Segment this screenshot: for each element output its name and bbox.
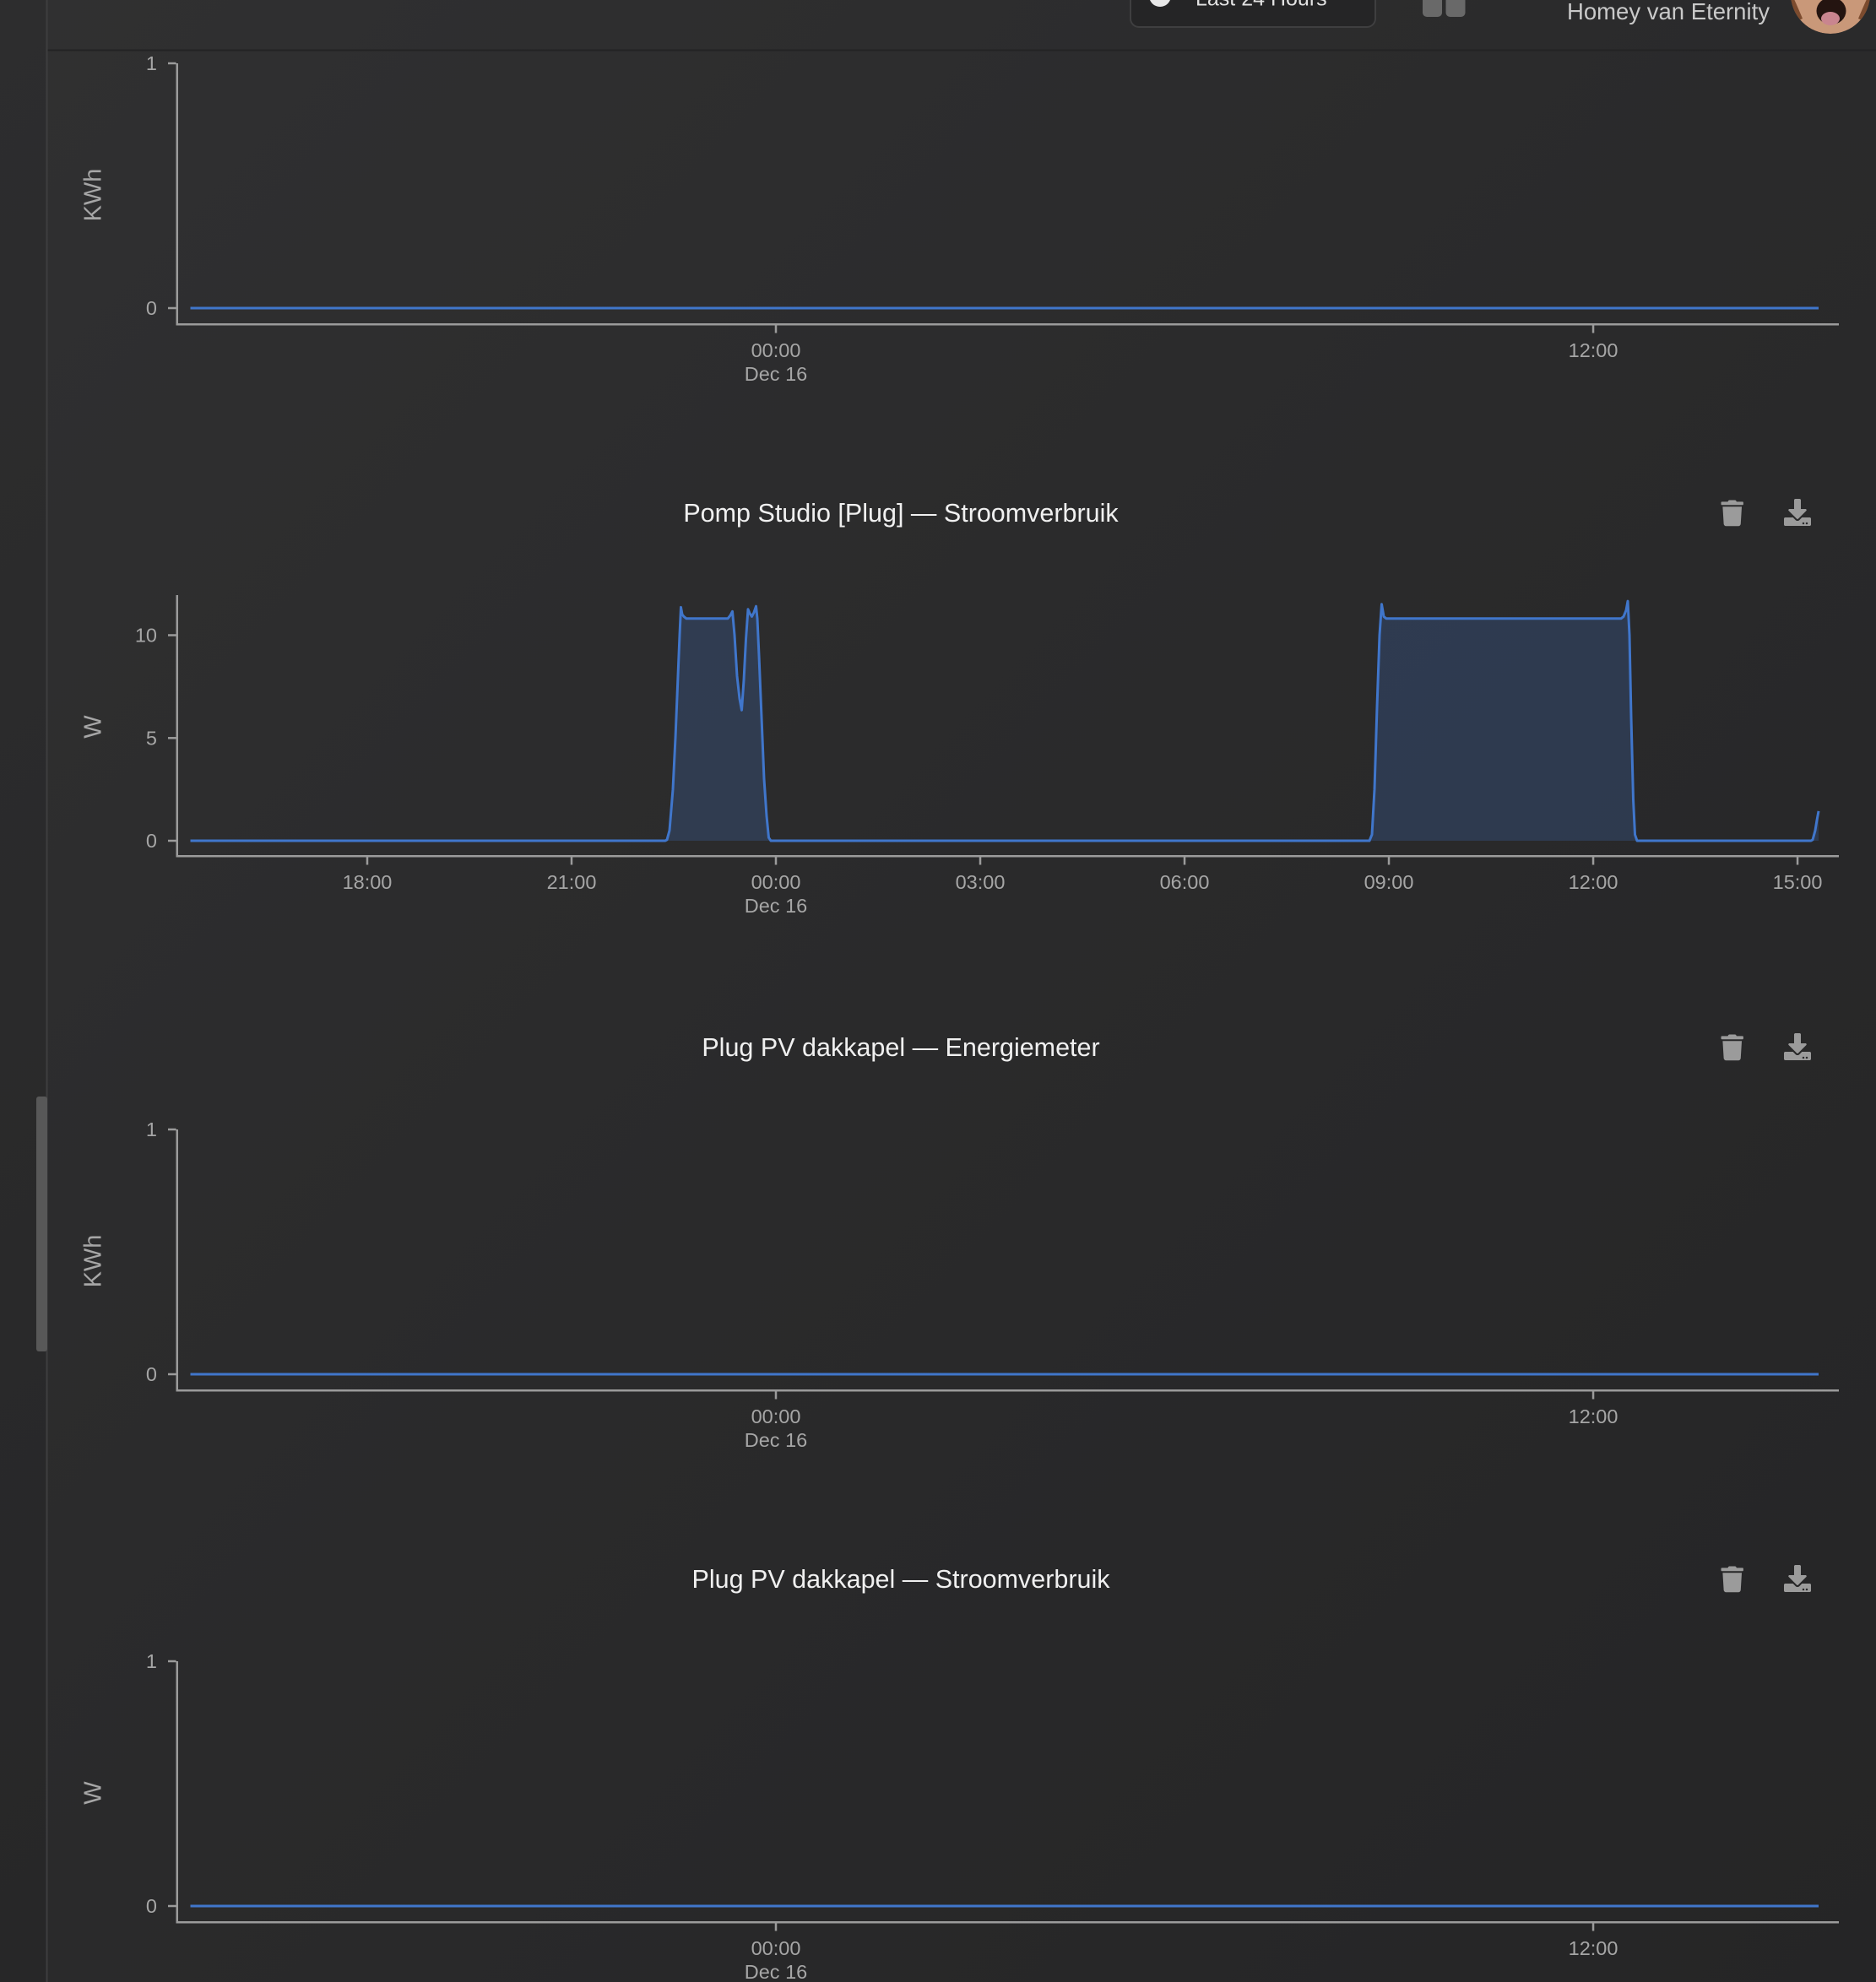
svg-text:W: W <box>80 715 107 739</box>
svg-text:Plug PV dakkapel — Energiemete: Plug PV dakkapel — Energiemeter <box>702 1033 1099 1062</box>
svg-text:Last 24 Hours: Last 24 Hours <box>1196 0 1327 11</box>
svg-text:12:00: 12:00 <box>1569 871 1618 893</box>
svg-text:Plug PV dakkapel — Stroomverbr: Plug PV dakkapel — Stroomverbruik <box>692 1565 1111 1594</box>
svg-text:0: 0 <box>146 1895 157 1917</box>
svg-text:KWh: KWh <box>80 169 107 222</box>
svg-text:0: 0 <box>146 1363 157 1385</box>
svg-text:00:00: 00:00 <box>751 871 801 893</box>
svg-text:Homey van Eternity: Homey van Eternity <box>1567 0 1770 24</box>
svg-text:Dec 16: Dec 16 <box>745 1429 807 1451</box>
svg-text:03:00: 03:00 <box>956 871 1006 893</box>
svg-text:21:00: 21:00 <box>547 871 597 893</box>
svg-text:12:00: 12:00 <box>1569 1937 1618 1959</box>
svg-text:KWh: KWh <box>80 1235 107 1288</box>
svg-text:10: 10 <box>135 625 157 647</box>
svg-text:00:00: 00:00 <box>751 339 801 361</box>
svg-text:12:00: 12:00 <box>1569 1405 1618 1427</box>
svg-text:00:00: 00:00 <box>751 1405 801 1427</box>
svg-text:Dec 16: Dec 16 <box>745 895 807 917</box>
svg-text:0: 0 <box>146 830 157 852</box>
svg-text:12:00: 12:00 <box>1569 339 1618 361</box>
svg-text:1: 1 <box>146 1650 157 1672</box>
svg-text:06:00: 06:00 <box>1160 871 1210 893</box>
svg-text:Dec 16: Dec 16 <box>745 1961 807 1982</box>
svg-text:Dec 16: Dec 16 <box>745 363 807 385</box>
svg-text:00:00: 00:00 <box>751 1937 801 1959</box>
svg-text:1: 1 <box>146 52 157 74</box>
svg-text:5: 5 <box>146 728 157 750</box>
svg-text:Pomp Studio [Plug] — Stroomver: Pomp Studio [Plug] — Stroomverbruik <box>683 499 1119 528</box>
svg-text:0: 0 <box>146 297 157 319</box>
svg-text:W: W <box>80 1781 107 1805</box>
svg-text:18:00: 18:00 <box>343 871 393 893</box>
svg-text:09:00: 09:00 <box>1364 871 1414 893</box>
svg-text:1: 1 <box>146 1118 157 1140</box>
svg-text:15:00: 15:00 <box>1773 871 1823 893</box>
